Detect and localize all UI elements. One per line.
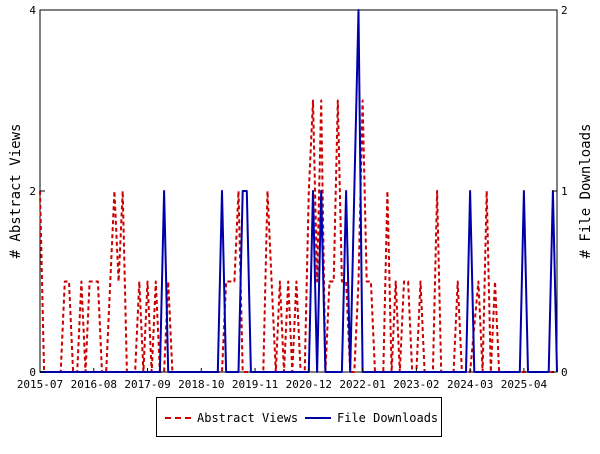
y-left-axis-title: # Abstract Views [8, 124, 24, 259]
x-tick-label: 2022-01 [339, 378, 385, 391]
x-tick-label: 2017-09 [124, 378, 170, 391]
y-right-axis-title: # File Downloads [578, 124, 594, 259]
legend-swatch-abstract-views [165, 417, 191, 419]
y-right-tick-label: 2 [561, 4, 568, 17]
x-tick-label: 2016-08 [71, 378, 117, 391]
series-line-abstract-views [39, 99, 557, 373]
y-right-tick-label: 1 [561, 185, 568, 198]
axis-layer: 2015-07 2016-08 2017-09 2018-10 2019-11 2020-… [17, 4, 568, 391]
legend-swatch-file-downloads [305, 417, 331, 419]
legend-label-file-downloads: File Downloads [337, 411, 439, 425]
legend-item-file-downloads: File Downloads [305, 410, 438, 426]
series-line-file-downloads [40, 9, 558, 373]
y-left-tick-label: 2 [29, 185, 36, 198]
legend-item-abstract-views: Abstract Views [165, 410, 298, 426]
y-right-tick-label: 0 [561, 366, 568, 379]
legend: Abstract Views File Downloads [156, 397, 442, 437]
y-left-tick-label: 0 [29, 366, 36, 379]
series-layer [39, 9, 558, 373]
x-tick-label: 2023-02 [393, 378, 439, 391]
x-tick-label: 2024-03 [447, 378, 493, 391]
x-tick-label: 2015-07 [17, 378, 63, 391]
legend-label-abstract-views: Abstract Views [197, 411, 299, 425]
x-tick-label: 2018-10 [178, 378, 224, 391]
x-tick-label: 2025-04 [501, 378, 548, 391]
x-tick-label: 2019-11 [232, 378, 278, 391]
x-tick-label: 2020-12 [286, 378, 332, 391]
y-left-tick-label: 4 [29, 4, 36, 17]
